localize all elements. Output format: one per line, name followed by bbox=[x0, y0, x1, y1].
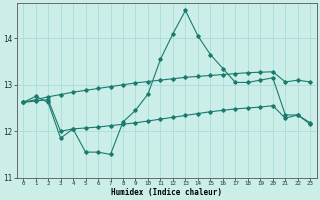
X-axis label: Humidex (Indice chaleur): Humidex (Indice chaleur) bbox=[111, 188, 222, 197]
